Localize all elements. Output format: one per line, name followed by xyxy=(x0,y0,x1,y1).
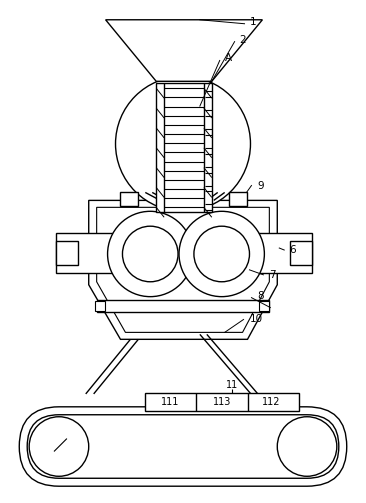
Bar xyxy=(156,83,212,212)
FancyBboxPatch shape xyxy=(19,407,347,486)
Bar xyxy=(145,393,299,411)
Circle shape xyxy=(116,76,250,211)
Polygon shape xyxy=(89,200,277,340)
Text: 6: 6 xyxy=(289,245,296,255)
Text: 2: 2 xyxy=(240,35,246,45)
Text: 1: 1 xyxy=(250,17,256,27)
Bar xyxy=(120,193,138,206)
Bar xyxy=(259,301,269,310)
Circle shape xyxy=(277,417,337,476)
Circle shape xyxy=(29,417,89,476)
Text: 111: 111 xyxy=(161,397,179,407)
Polygon shape xyxy=(106,20,262,81)
Bar xyxy=(290,241,312,265)
Text: 112: 112 xyxy=(262,397,281,407)
Bar xyxy=(229,193,247,206)
Bar xyxy=(95,301,105,310)
Text: 11: 11 xyxy=(225,380,238,390)
Bar xyxy=(97,300,269,311)
Text: 10: 10 xyxy=(250,314,263,324)
Bar xyxy=(56,233,312,273)
Bar xyxy=(56,241,78,265)
Circle shape xyxy=(123,226,178,282)
FancyBboxPatch shape xyxy=(27,415,339,478)
Text: 7: 7 xyxy=(269,270,276,280)
Text: A: A xyxy=(225,53,232,63)
Text: 9: 9 xyxy=(257,181,264,191)
Circle shape xyxy=(108,211,193,297)
Text: 8: 8 xyxy=(257,291,264,301)
Circle shape xyxy=(179,211,264,297)
Text: 113: 113 xyxy=(213,397,231,407)
Circle shape xyxy=(194,226,250,282)
